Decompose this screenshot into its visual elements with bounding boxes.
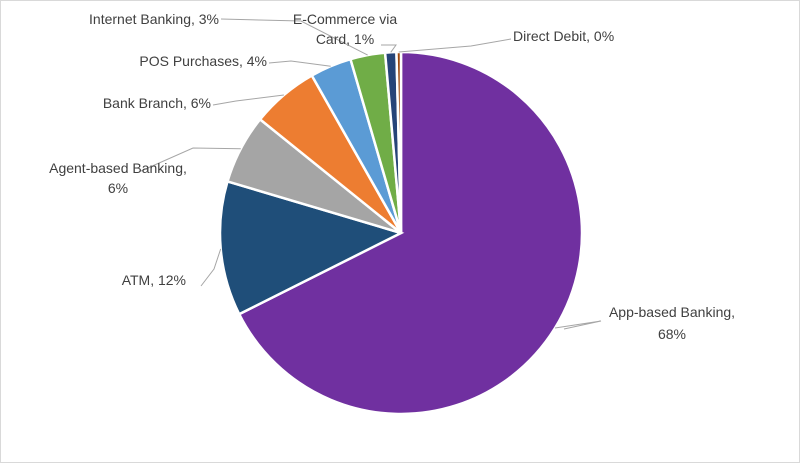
label-direct-debit: Direct Debit, 0% — [513, 28, 614, 44]
leader-line-app-based-banking — [554, 320, 602, 330]
leader-line-agent-based-banking — [140, 147, 241, 172]
leader-line-pos-purchases — [268, 60, 331, 67]
label-internet-banking: Internet Banking, 3% — [89, 11, 219, 27]
leader-line-e-commerce-via-card — [381, 44, 397, 53]
leader-line-direct-debit — [398, 38, 512, 53]
label-agent-based-banking: Agent-based Banking, 6% — [49, 160, 187, 196]
leader-line-atm — [200, 248, 222, 287]
slice-app-based-banking — [237, 50, 584, 416]
label-bank-branch: Bank Branch, 6% — [103, 95, 211, 111]
label-pos-purchases: POS Purchases, 4% — [139, 53, 267, 69]
leader-line-bank-branch — [212, 94, 284, 106]
pie-slices — [218, 50, 584, 416]
leader-lines — [140, 18, 602, 330]
leader-line-internet-banking — [220, 18, 368, 56]
label-app-based-banking: App-based Banking, 68% — [609, 304, 735, 342]
label-e-commerce-via-card: E-Commerce via Card, 1% — [293, 11, 397, 47]
data-labels: App-based Banking, 68% ATM, 12% Agent-bas… — [49, 11, 735, 342]
slice-atm — [218, 179, 405, 316]
label-atm: ATM, 12% — [122, 272, 186, 288]
